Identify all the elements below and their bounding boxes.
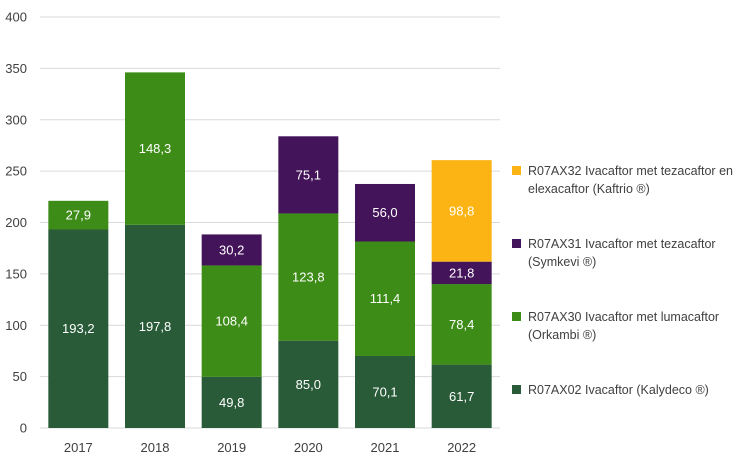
data-label-2020-series-1: 123,8 — [292, 270, 325, 285]
bar-2022-series-1 — [431, 284, 492, 365]
bar-2021-series-2 — [355, 183, 415, 242]
legend-label-orkambi-line2: (Orkambi ®) — [528, 328, 597, 342]
bar-2022-series-2 — [431, 261, 492, 285]
legend-item-orkambi: R07AX30 Ivacaftor met lumacaftor (Orkamb… — [512, 308, 752, 344]
data-label-2022-series-1: 78,4 — [449, 317, 474, 332]
x-tick-label-2019: 2019 — [217, 440, 246, 455]
legend-label-kalydeco-line1: R07AX02 Ivacaftor (Kalydeco ®) — [528, 383, 709, 397]
data-label-2020-series-2: 75,1 — [296, 167, 321, 182]
bar-2017-series-0 — [48, 229, 109, 428]
y-tick-label-350: 350 — [5, 61, 27, 76]
data-label-2017-series-1: 27,9 — [66, 208, 91, 223]
y-tick-label-250: 250 — [5, 164, 27, 179]
legend-label-orkambi: R07AX30 Ivacaftor met lumacaftor (Orkamb… — [528, 308, 719, 344]
x-tick-label-2018: 2018 — [141, 440, 170, 455]
bar-2022-series-3 — [431, 160, 492, 262]
bar-2020-series-0 — [278, 340, 339, 428]
y-tick-label-200: 200 — [5, 215, 27, 230]
bar-2019-series-2 — [201, 234, 262, 266]
data-label-2021-series-2: 56,0 — [372, 205, 397, 220]
legend-swatch-kaftrio — [512, 166, 521, 175]
x-tick-label-2017: 2017 — [64, 440, 93, 455]
y-tick-label-400: 400 — [5, 10, 27, 25]
legend-item-kaftrio: R07AX32 Ivacaftor met tezacaftor en elex… — [512, 162, 752, 198]
data-label-2021-series-0: 70,1 — [372, 384, 397, 399]
y-tick-label-150: 150 — [5, 266, 27, 281]
bar-2020-series-2 — [278, 136, 339, 214]
legend-label-kalydeco: R07AX02 Ivacaftor (Kalydeco ®) — [528, 381, 709, 399]
bar-2020-series-1 — [278, 213, 339, 341]
data-label-2018-series-1: 148,3 — [139, 141, 172, 156]
y-tick-label-300: 300 — [5, 112, 27, 127]
legend-swatch-symkevi — [512, 239, 521, 248]
y-tick-label-50: 50 — [13, 369, 27, 384]
bar-2019-series-1 — [201, 265, 262, 377]
legend-label-symkevi-line1: R07AX31 Ivacaftor met tezacaftor — [528, 237, 716, 251]
legend-label-symkevi: R07AX31 Ivacaftor met tezacaftor (Symkev… — [528, 235, 716, 271]
bar-2018-series-1 — [125, 72, 185, 225]
data-label-2022-series-2: 21,8 — [449, 265, 474, 280]
legend-label-kaftrio-line2: elexacaftor (Kaftrio ®) — [528, 182, 650, 196]
legend-swatch-kalydeco — [512, 385, 521, 394]
data-label-2019-series-2: 30,2 — [219, 242, 244, 257]
legend-label-kaftrio: R07AX32 Ivacaftor met tezacaftor en elex… — [528, 162, 733, 198]
data-label-2018-series-0: 197,8 — [139, 319, 172, 334]
bar-2022-series-0 — [431, 364, 492, 428]
legend-label-orkambi-line1: R07AX30 Ivacaftor met lumacaftor — [528, 310, 720, 324]
legend-item-kalydeco: R07AX02 Ivacaftor (Kalydeco ®) — [512, 381, 752, 399]
data-label-2019-series-0: 49,8 — [219, 395, 244, 410]
x-tick-label-2020: 2020 — [294, 440, 323, 455]
legend-label-symkevi-line2: (Symkevi ®) — [528, 255, 597, 269]
x-tick-label-2021: 2021 — [371, 440, 400, 455]
bar-2021-series-0 — [355, 355, 415, 428]
data-label-2019-series-1: 108,4 — [215, 314, 248, 329]
x-tick-label-2022: 2022 — [447, 440, 476, 455]
y-tick-label-100: 100 — [5, 318, 27, 333]
legend-label-kaftrio-line1: R07AX32 Ivacaftor met tezacaftor en — [528, 164, 733, 178]
bar-2018-series-0 — [125, 224, 185, 428]
bar-2017-series-1 — [48, 200, 109, 230]
legend-item-symkevi: R07AX31 Ivacaftor met tezacaftor (Symkev… — [512, 235, 752, 271]
legend-swatch-orkambi — [512, 312, 521, 321]
data-label-2020-series-0: 85,0 — [296, 377, 321, 392]
bar-2019-series-0 — [201, 376, 262, 428]
data-label-2022-series-3: 98,8 — [449, 203, 474, 218]
data-label-2022-series-0: 61,7 — [449, 389, 474, 404]
bar-2021-series-1 — [355, 241, 415, 356]
y-tick-label-0: 0 — [20, 421, 27, 436]
data-label-2017-series-0: 193,2 — [62, 321, 95, 336]
data-label-2021-series-1: 111,4 — [370, 291, 401, 306]
